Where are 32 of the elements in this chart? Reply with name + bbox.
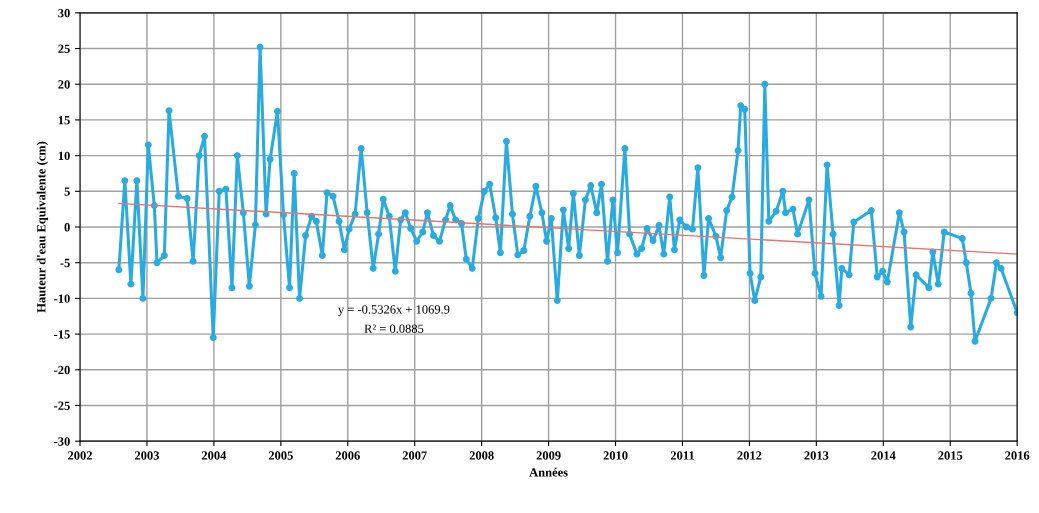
y-tick-label: -20 — [54, 365, 70, 375]
x-tick-label: 2006 — [335, 451, 360, 460]
x-tick-label: 2010 — [603, 451, 628, 460]
x-tick-label: 2015 — [938, 451, 963, 460]
x-tick-label: 2008 — [469, 451, 494, 460]
x-tick-label: 2013 — [804, 451, 829, 460]
x-tick-label: 2007 — [402, 451, 427, 460]
y-tick-label: 5 — [64, 187, 70, 196]
x-tick-label: 2011 — [670, 451, 694, 460]
y-tick-label: -10 — [54, 294, 70, 303]
annotation: y = -0.5326x + 1069.9 — [338, 305, 450, 317]
x-axis-title: Années — [529, 467, 568, 477]
x-tick-label: 2003 — [134, 451, 160, 460]
y-tick-label: -30 — [54, 437, 70, 446]
y-tick-label: -15 — [54, 330, 70, 339]
annotation: R² = 0.0885 — [364, 324, 424, 333]
y-tick-label: -25 — [54, 401, 70, 410]
y-axis-title: Hauteur d'eau Equivalente (cm) — [36, 141, 49, 313]
x-tick-label: 2014 — [871, 451, 896, 460]
x-tick-label: 2009 — [536, 451, 561, 460]
y-tick-label: 25 — [58, 44, 70, 53]
x-tick-label: 2005 — [268, 451, 293, 460]
x-tick-label: 2012 — [737, 451, 762, 460]
y-tick-label: 20 — [58, 80, 70, 89]
y-tick-label: 15 — [58, 116, 70, 125]
x-tick-label: 2002 — [68, 451, 92, 460]
y-tick-label: -5 — [60, 258, 70, 268]
y-tick-label: 0 — [64, 223, 70, 232]
y-tick-label: 10 — [58, 151, 70, 161]
y-tick-label: 30 — [58, 8, 70, 18]
x-tick-label: 2016 — [1005, 451, 1030, 460]
x-tick-label: 2004 — [201, 451, 227, 460]
